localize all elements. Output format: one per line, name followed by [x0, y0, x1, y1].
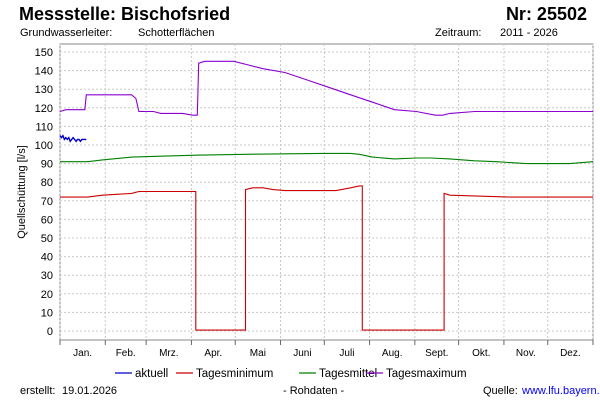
x-tick-label: Aug. [382, 348, 403, 359]
y-tick-label: 60 [41, 214, 53, 226]
y-tick-label: 0 [47, 326, 53, 338]
x-tick-labels: Jan. Feb. Mrz. Apr. Mai Juni Juli Aug. Sept. Okt.… [73, 348, 580, 359]
legend: aktuell Tagesminimum Tagesmittel Tagesmaxim… [115, 368, 467, 380]
period-value: 2011 - 2026 [500, 27, 558, 39]
x-tick-label: Okt. [472, 348, 490, 359]
y-tick-label: 150 [35, 47, 53, 59]
y-tick-label: 110 [35, 121, 53, 133]
x-tick-label: Dez. [560, 348, 581, 359]
series-line-aktuell [59, 134, 87, 143]
station-number: Nr: 25502 [505, 4, 587, 24]
y-tick-label: 80 [41, 177, 53, 189]
x-tick-label: Juni [293, 348, 311, 359]
created-label: erstellt: [20, 385, 56, 397]
y-tick-label: 10 [41, 307, 53, 319]
y-tick-label: 130 [35, 84, 53, 96]
series-lines [59, 60, 594, 331]
x-tick-label: Mrz. [159, 348, 178, 359]
x-tick-label: Apr. [204, 348, 222, 359]
y-tick-label: 30 [41, 270, 53, 282]
y-tick-label: 120 [35, 103, 53, 115]
legend-label: Tagesmittel [319, 368, 377, 380]
y-tick-label: 90 [41, 159, 53, 171]
y-tick-label: 50 [41, 233, 53, 245]
y-tick-label: 70 [41, 196, 53, 208]
source-label: Quelle: [483, 385, 518, 397]
grid [59, 44, 594, 345]
period-label: Zeitraum: [435, 27, 482, 39]
legend-label: aktuell [135, 368, 168, 380]
y-tick-label: 100 [35, 140, 53, 152]
series-line-tagesmaximum [59, 60, 593, 116]
station-title: Messstelle: Bischofsried [19, 4, 231, 24]
x-tick-label: Jan. [73, 348, 92, 359]
aquifer-label: Grundwasserleiter: [20, 27, 113, 39]
y-axis-label: Quellschüttung [l/s] [16, 145, 28, 239]
x-tick-label: Feb. [116, 348, 136, 359]
legend-label: Tagesminimum [196, 368, 273, 380]
aquifer-value: Schotterflächen [138, 27, 215, 39]
series-line-tagesminimum [60, 185, 593, 331]
y-tick-label: 140 [35, 66, 53, 78]
legend-label: Tagesmaximum [386, 368, 467, 380]
created-date: 19.01.2026 [62, 385, 118, 397]
x-tick-label: Nov. [516, 348, 536, 359]
x-tick-label: Juli [339, 348, 354, 359]
y-tick-label: 20 [41, 289, 53, 301]
series-line-tagesmittel [60, 152, 594, 165]
y-tick-labels: 0 10 20 30 40 50 60 70 80 90 100 110 120 130 140 150 [35, 47, 53, 338]
source-link[interactable]: www.lfu.bayern.de [522, 385, 600, 397]
x-tick-label: Mai [250, 348, 266, 359]
raw-data-note: - Rohdaten - [283, 385, 345, 397]
x-tick-label: Sept. [425, 348, 448, 359]
y-tick-label: 40 [41, 252, 53, 264]
